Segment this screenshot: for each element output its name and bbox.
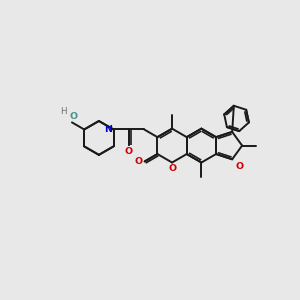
Text: O: O xyxy=(235,162,243,171)
Text: N: N xyxy=(104,125,112,134)
Text: O: O xyxy=(169,164,177,173)
Text: O: O xyxy=(125,147,133,156)
Text: H: H xyxy=(61,107,67,116)
Text: O: O xyxy=(69,112,77,121)
Text: O: O xyxy=(134,157,142,166)
